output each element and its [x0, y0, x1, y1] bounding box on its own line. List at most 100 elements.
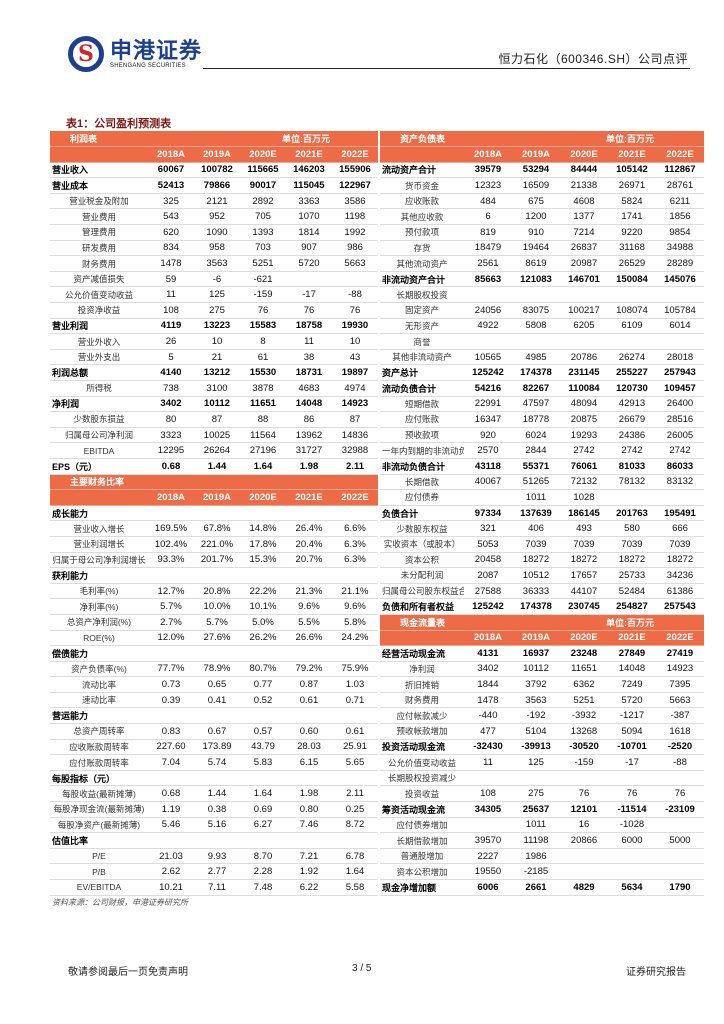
value-2020E: 230745: [560, 598, 608, 615]
value-2019A: [194, 707, 240, 725]
value-2019A: 18272: [512, 552, 560, 569]
source-note: 资料来源：公司财报，申港证券研究所: [52, 898, 188, 907]
value-2021E: 1814: [286, 224, 332, 241]
value-2020E: 48094: [560, 396, 608, 413]
header-cell: [464, 614, 512, 631]
row-label: ROE(%): [50, 630, 148, 647]
value-2021E: 5824: [608, 193, 656, 210]
row-label: 长期借款增加: [380, 832, 464, 849]
value-2018A: 321: [464, 520, 512, 537]
value-2019A: 10512: [512, 567, 560, 584]
company-logo: S 申港证券 SHENGANG SECURITIES: [68, 36, 202, 72]
table-row: 营业收入 60067 100782 115665 146203 155906: [50, 162, 378, 179]
row-label: 负债和所有者权益: [380, 598, 464, 615]
row-label: 毛利率(%): [50, 583, 148, 600]
value-2021E: 5634: [608, 879, 656, 896]
value-2019A: 275: [194, 302, 240, 319]
table-row: 经营活动现金流 4131 16937 23248 27849 27419: [380, 645, 704, 662]
table-row: 投资净收益 108 275 76 76 76: [50, 302, 378, 319]
table-row: 营业利润 4119 13223 15583 18758 19930: [50, 318, 378, 335]
table-row: 长期股权投资: [380, 286, 704, 304]
table-row: 商誉: [380, 333, 704, 350]
value-2022E: 19897: [332, 364, 378, 381]
table-row: 成长能力: [50, 505, 378, 522]
value-2018A: 0.68: [148, 785, 194, 803]
value-2020E: 0.57: [240, 723, 286, 740]
value-2018A: [148, 770, 194, 787]
value-2020E: 17.8%: [240, 536, 286, 553]
value-2018A: 0.39: [148, 692, 194, 709]
table-row: 投资收益 108 275 76 76 76: [380, 785, 704, 803]
value-2020E: 43.79: [240, 739, 286, 756]
value-2019A: 2121: [194, 193, 240, 210]
row-label: 获利能力: [50, 567, 148, 584]
value-2019A: 13223: [194, 318, 240, 335]
table-row: 财务费用 1478 3563 5251 5720 5663: [50, 255, 378, 272]
value-2019A: 125: [512, 754, 560, 771]
value-2022E: 28018: [656, 349, 704, 366]
value-2019A: 1011: [512, 489, 560, 506]
table-row: 净利润 3402 10112 11651 14048 14923: [380, 661, 704, 678]
value-2018A: 93.3%: [148, 552, 194, 569]
table-row: 流动资产合计 39579 53294 84444 105142 112867: [380, 162, 704, 179]
value-2018A: [464, 770, 512, 787]
value-2018A: 738: [148, 380, 194, 397]
value-2018A: 2.7%: [148, 614, 194, 631]
income-statement-unit: 单位:百万元: [240, 131, 332, 148]
row-label: 长期股权投资: [380, 286, 464, 304]
row-label: 所得税: [50, 380, 148, 397]
value-2020E: 7039: [560, 536, 608, 553]
value-2020E: 17657: [560, 567, 608, 584]
row-label: 资本公积: [380, 552, 464, 569]
value-2021E: 0.61: [286, 692, 332, 709]
value-2018A: 34305: [464, 801, 512, 818]
row-label: 应付债券增加: [380, 817, 464, 834]
value-2018A: 10565: [464, 349, 512, 366]
header-cell: [512, 614, 560, 631]
table-row: 资产总计 125242 174378 231145 255227 257943: [380, 364, 704, 381]
header-cell: [380, 630, 464, 647]
value-2020E: 20875: [560, 411, 608, 428]
value-2020E: 5251: [240, 255, 286, 272]
value-2020E: 11564: [240, 427, 286, 444]
value-2018A: 16347: [464, 411, 512, 428]
header-cell: [380, 146, 464, 163]
value-2020E: 6.27: [240, 817, 286, 834]
value-2020E: 1.64: [240, 458, 286, 475]
value-2021E: [608, 863, 656, 880]
value-2018A: 5: [148, 349, 194, 366]
table-row: 固定资产 24056 83075 100217 108074 105784: [380, 302, 704, 319]
value-2022E: -23109: [656, 801, 704, 818]
value-2021E: [608, 333, 656, 350]
table-row: EPS（元） 0.68 1.44 1.64 1.98 2.11: [50, 458, 378, 475]
value-2019A: [194, 505, 240, 522]
row-label: 财务费用: [50, 255, 148, 272]
table-row: 非流动负债合计 43118 55371 76061 81033 86033: [380, 458, 704, 475]
value-2019A: 26264: [194, 442, 240, 459]
table-row: 营运能力: [50, 707, 378, 725]
row-label: 偿债能力: [50, 645, 148, 662]
value-2019A: 5808: [512, 318, 560, 335]
table-row: 应付账款 16347 18778 20875 26679 28516: [380, 411, 704, 428]
value-2021E: -1217: [608, 707, 656, 725]
value-2018A: 20458: [464, 552, 512, 569]
value-2020E: 15.3%: [240, 552, 286, 569]
value-2022E: [656, 286, 704, 304]
value-2021E: -10701: [608, 739, 656, 756]
income-statement-header: 利润表 单位:百万元: [50, 131, 378, 148]
value-2022E: 122967: [332, 177, 378, 194]
value-2018A: 484: [464, 193, 512, 210]
table-row: 每股净现金流(最新摊薄) 1.19 0.38 0.69 0.80 0.25: [50, 801, 378, 818]
value-2021E: 42913: [608, 396, 656, 413]
row-label: 研发费用: [50, 240, 148, 257]
value-2019A: 2661: [512, 879, 560, 896]
value-2022E: 0.71: [332, 692, 378, 709]
table-row: 每股收益(最新摊薄) 0.68 1.44 1.64 1.98 2.11: [50, 785, 378, 803]
value-2022E: -2520: [656, 739, 704, 756]
value-2022E: 26400: [656, 396, 704, 413]
table-row: 预收帐款增加 477 5104 13268 5094 1618: [380, 723, 704, 740]
header-cell: [512, 131, 560, 148]
table-row: 速动比率 0.39 0.41 0.52 0.61 0.71: [50, 692, 378, 709]
value-2021E: [286, 832, 332, 849]
value-2020E: 6362: [560, 676, 608, 693]
